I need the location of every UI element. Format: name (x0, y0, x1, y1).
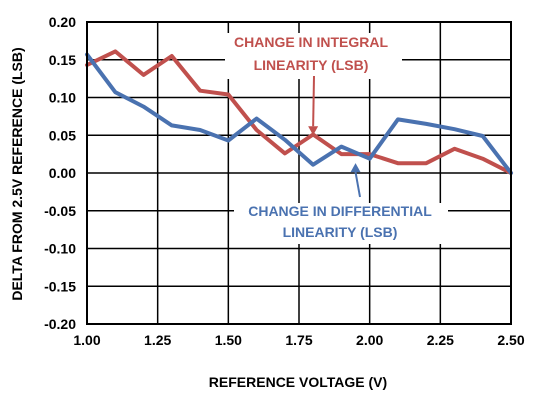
annotations: CHANGE IN INTEGRAL LINEARITY (LSB) CHANGE … (225, 33, 448, 244)
annotation-text: LINEARITY (LSB) (283, 224, 398, 240)
annotation-background (225, 33, 402, 79)
x-tick-label: 2.50 (497, 332, 524, 348)
annotation-arrow-shaft (354, 172, 361, 198)
y-tick-label: 0.20 (49, 14, 76, 30)
y-tick-label: 0.05 (49, 127, 76, 143)
series-line-differential (85, 52, 513, 175)
y-tick-label: -0.05 (44, 203, 76, 219)
x-tick-label: 1.75 (285, 332, 312, 348)
y-tick-label: 0.00 (49, 165, 76, 181)
annotation-text: CHANGE IN DIFFERENTIAL (248, 203, 432, 219)
y-tick-label: 0.15 (49, 52, 76, 68)
annotation-background (234, 203, 448, 244)
y-axis-label: DELTA FROM 2.5V REFERENCE (LSB) (9, 47, 25, 300)
series-lines (85, 49, 513, 175)
annotation-text: CHANGE IN INTEGRAL (234, 34, 388, 50)
y-tick-label: -0.20 (44, 316, 76, 332)
plot-area-border (86, 21, 512, 325)
annotation-arrow-head (350, 163, 361, 173)
x-tick-label: 1.50 (215, 332, 242, 348)
series-line-integral (85, 49, 513, 175)
y-tick-label: 0.10 (49, 90, 76, 106)
x-tick-label: 2.25 (427, 332, 454, 348)
x-tick-label: 2.00 (356, 332, 383, 348)
x-axis-label: REFERENCE VOLTAGE (V) (209, 374, 387, 390)
x-tick-label: 1.25 (144, 332, 171, 348)
x-tick-label: 1.00 (73, 332, 100, 348)
annotation-arrow-shaft (312, 75, 315, 127)
y-tick-label: -0.10 (44, 241, 76, 257)
plot-frame (86, 21, 512, 325)
y-tick-label: -0.15 (44, 278, 76, 294)
annotation-text: LINEARITY (LSB) (254, 57, 369, 73)
tick-labels: 1.00 1.25 1.50 1.75 2.00 2.25 2.50 0.20 0.15 0.10… (44, 14, 525, 348)
annotation-arrow-head (308, 126, 319, 136)
